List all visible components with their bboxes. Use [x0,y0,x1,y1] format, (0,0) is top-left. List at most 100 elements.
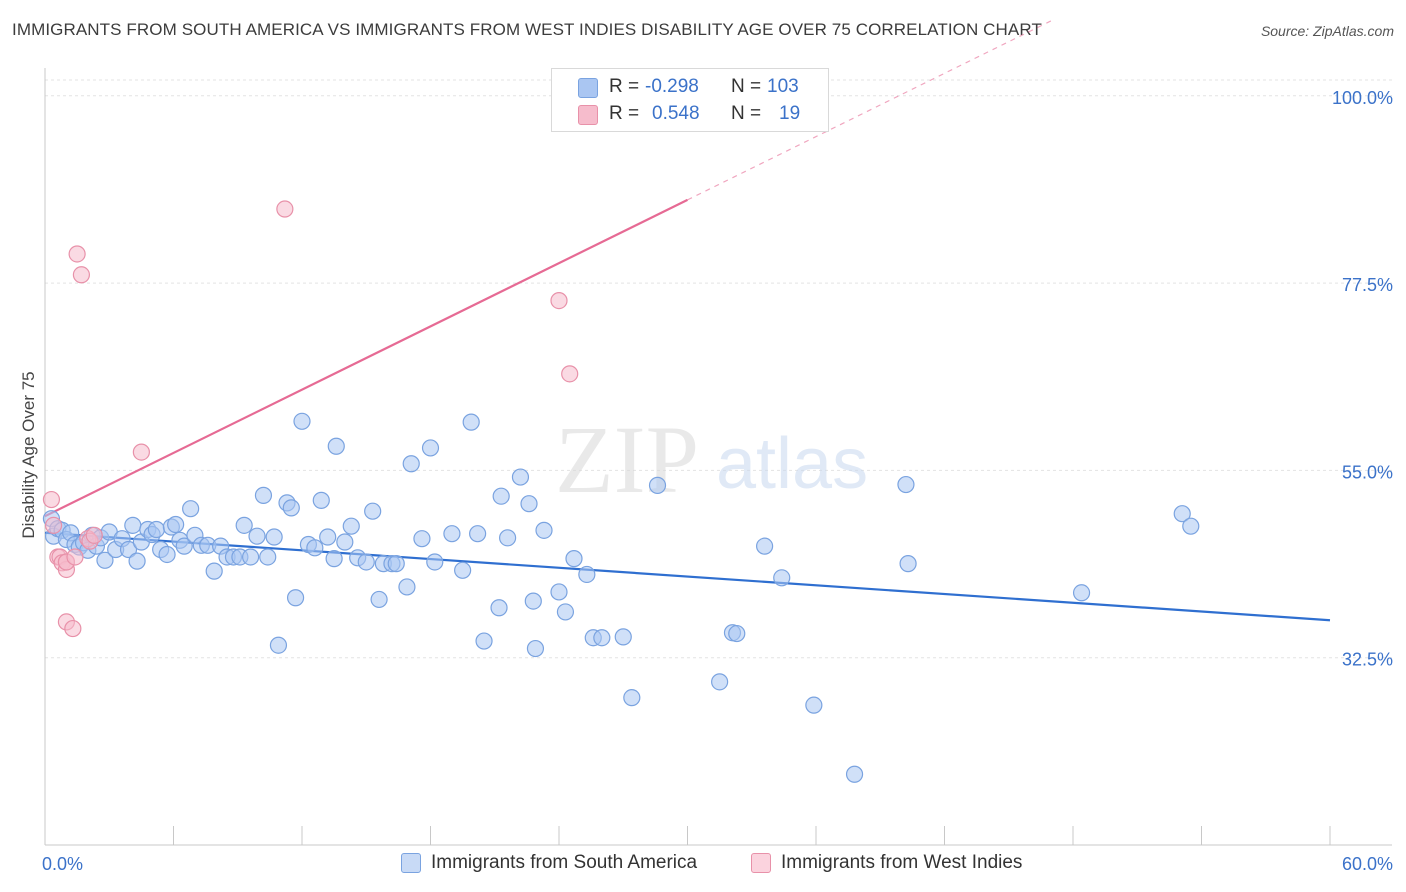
legend-r-value: -0.298 [645,76,699,97]
point-south-america [387,555,405,573]
point-south-america [325,550,343,568]
point-south-america [327,437,345,455]
point-south-america [535,521,553,539]
point-south-america [593,629,611,647]
point-south-america [526,639,545,658]
point-south-america [293,412,311,430]
trend-lines [44,20,1331,622]
point-south-america [254,486,273,504]
point-south-america [805,696,823,714]
point-south-america [167,515,185,534]
point-south-america [475,632,493,650]
legend-n-label: N = [731,76,762,97]
series-swatch-south-america [401,853,421,873]
series-label-south-america: Immigrants from South America [431,852,698,873]
point-south-america [282,499,300,517]
series-swatch-west-indies [751,853,771,873]
point-south-america [402,455,420,473]
point-west-indies [561,365,579,383]
point-south-america [357,553,375,571]
point-south-america [1173,505,1191,523]
point-south-america [235,516,253,534]
point-south-america [426,553,444,571]
point-west-indies [64,619,82,638]
point-south-america [421,439,440,457]
point-west-indies [276,200,294,218]
point-south-america [269,636,288,654]
trend-line-south-america [44,531,1331,622]
point-south-america [499,529,517,547]
grid-lines [45,79,1392,659]
point-south-america [648,476,667,494]
point-south-america [454,561,472,579]
point-south-america [550,583,568,601]
point-south-america [728,624,746,643]
legend-swatch-south-america [578,78,598,98]
legend-swatch-west-indies [578,105,598,125]
point-west-indies [72,266,91,284]
point-south-america [443,525,461,543]
point-south-america [342,517,360,535]
point-south-america [524,592,542,610]
legend-n-label: N = [731,103,762,124]
chart-title: IMMIGRANTS FROM SOUTH AMERICA VS IMMIGRA… [12,20,1042,39]
point-south-america [336,533,354,551]
point-south-america [413,530,431,548]
point-west-indies [68,245,86,263]
point-south-america [1072,584,1091,602]
point-west-indies [132,443,150,461]
point-south-america [755,537,774,555]
data-points [42,200,1200,783]
point-south-america [565,550,583,568]
point-west-indies [550,291,568,310]
legend-n-value: 19 [779,103,801,124]
legend-n-value: 103 [767,76,799,97]
point-south-america [845,765,864,783]
legend-r-label: R = [609,103,640,124]
axes [44,68,1392,846]
legend-r-label: R = [609,76,640,97]
y-tick-label: 77.5% [1342,275,1393,295]
y-tick-label: 32.5% [1342,650,1393,670]
x-tick-labels: 0.0% 60.0% [42,854,1393,874]
point-west-indies [44,516,63,534]
watermark-zip: ZIP [555,406,699,513]
y-tick-label: 100.0% [1332,88,1393,108]
y-tick-label: 55.0% [1342,462,1393,482]
point-south-america [897,475,915,494]
point-south-america [623,689,641,707]
point-south-america [462,413,480,431]
point-south-america [96,551,114,569]
point-south-america [578,565,596,584]
point-south-america [490,599,508,617]
watermark: ZIP atlas [555,406,868,513]
point-south-america [312,491,330,509]
point-south-america [259,548,277,566]
correlation-legend: R = -0.298 N = 103 R = 0.548 N = 19 [551,68,829,132]
point-south-america [469,525,487,543]
point-west-indies [85,526,103,544]
point-south-america [1182,517,1200,535]
point-south-america [124,516,142,534]
point-south-america [364,502,382,520]
point-south-america [128,552,146,570]
legend-r-value: 0.548 [652,103,700,124]
point-south-america [398,578,416,596]
point-south-america [556,603,575,621]
y-axis-label: Disability Age Over 75 [19,371,38,538]
point-south-america [319,528,337,546]
x-tick-label: 0.0% [42,854,83,874]
trend-line-west-indies [44,198,688,518]
point-south-america [119,540,138,559]
point-south-america [711,673,729,691]
y-tick-labels: 32.5% 55.0% 77.5% 100.0% [1332,88,1393,670]
point-south-america [182,500,200,518]
series-label-west-indies: Immigrants from West Indies [781,852,1023,873]
source-credit: Source: ZipAtlas.com [1260,23,1394,39]
point-south-america [286,589,305,607]
watermark-atlas: atlas [716,424,868,504]
point-south-america [511,468,530,486]
point-south-america [370,590,388,609]
point-south-america [242,548,260,566]
x-tick-label: 60.0% [1342,854,1393,874]
